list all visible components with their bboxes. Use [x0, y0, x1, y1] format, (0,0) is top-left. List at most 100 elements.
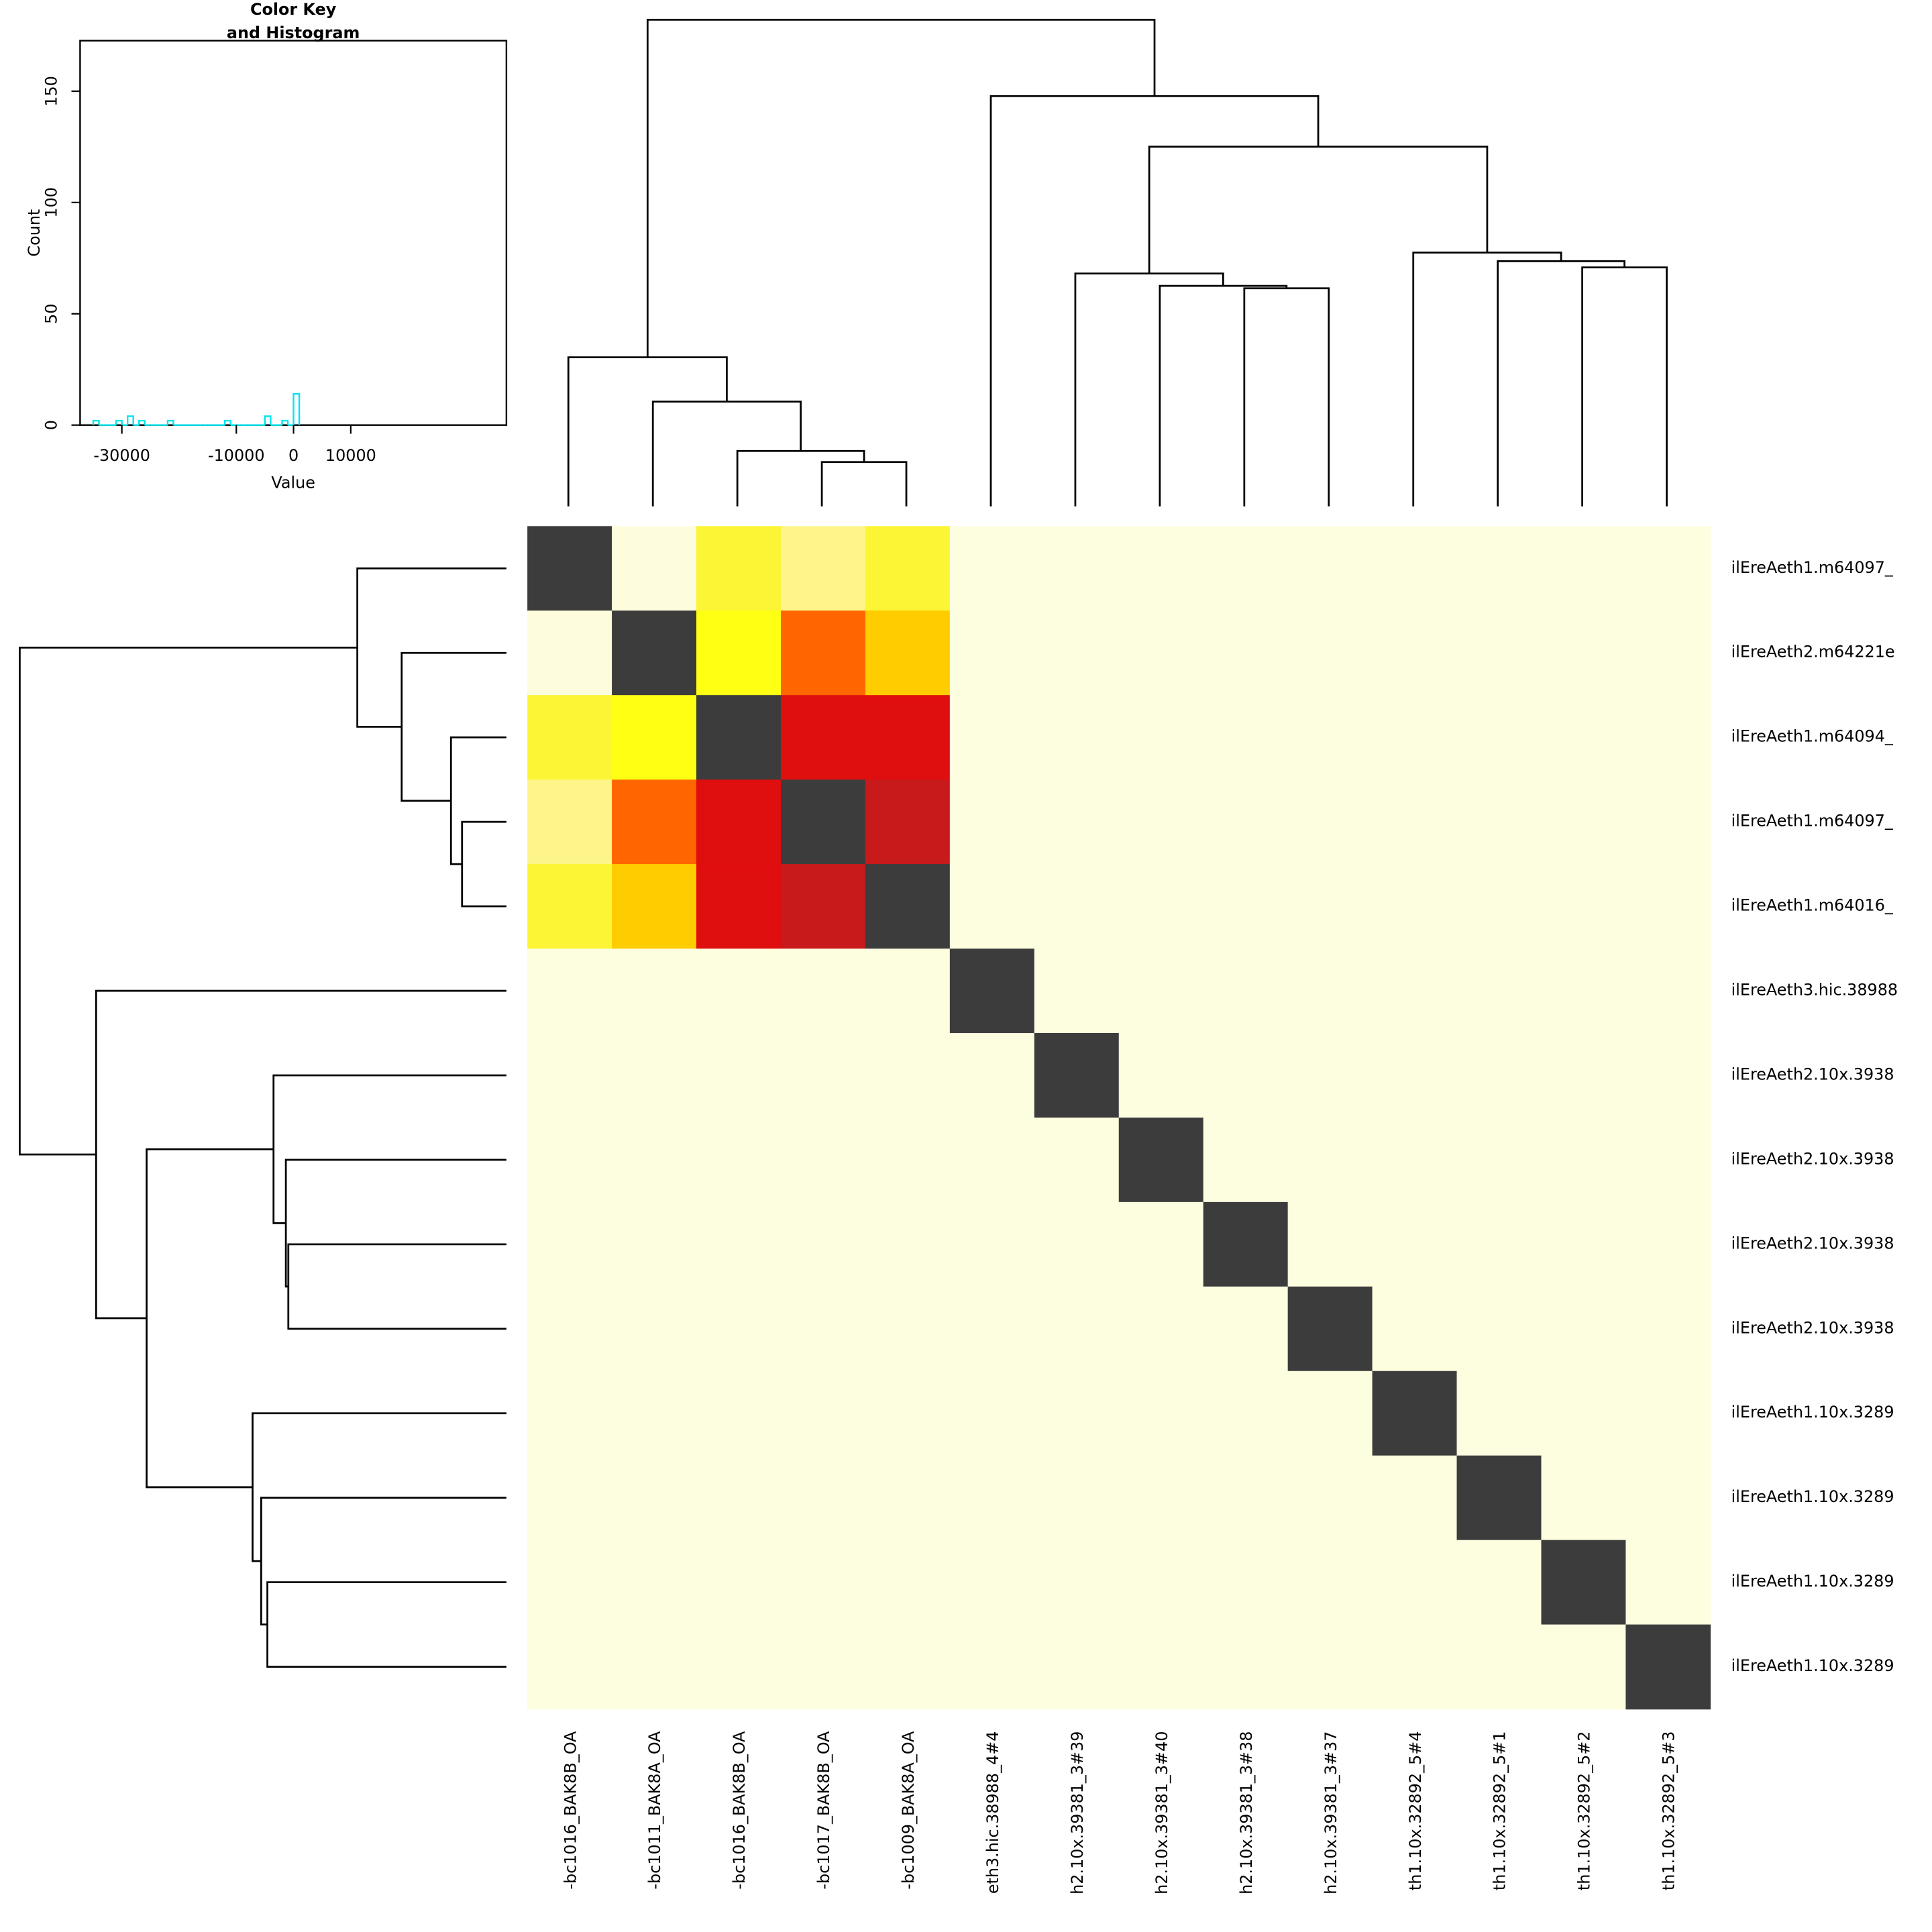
key-title: and Histogram	[227, 23, 360, 42]
na-cell	[1118, 864, 1204, 949]
na-cell	[865, 1032, 951, 1118]
na-cell	[1372, 780, 1458, 865]
na-cell	[1456, 1371, 1542, 1456]
heat-cell	[612, 610, 697, 696]
na-cell	[1625, 1286, 1711, 1372]
na-cell	[1034, 780, 1120, 865]
na-cell	[1203, 1624, 1289, 1710]
na-cell	[1287, 1624, 1373, 1710]
na-cell	[612, 1117, 697, 1203]
row-dendrogram-branch	[19, 646, 358, 1156]
col-label: -bc1009_BAK8A_OA	[899, 1731, 918, 1890]
heat-cell	[865, 864, 951, 949]
na-cell	[527, 1032, 612, 1118]
na-cell	[1456, 1624, 1542, 1710]
na-cell	[780, 1117, 866, 1203]
row-label: ilEreAeth2.m64221e	[1731, 643, 1895, 661]
na-cell	[1118, 1201, 1204, 1287]
na-cell	[1203, 1540, 1289, 1625]
na-cell	[696, 1032, 782, 1118]
col-dendrogram-branch	[651, 400, 802, 506]
heat-cell	[1625, 1624, 1711, 1710]
na-cell	[1203, 526, 1289, 611]
na-cell	[612, 1540, 697, 1625]
na-cell	[1456, 949, 1542, 1034]
na-cell	[1034, 1455, 1120, 1541]
heat-cell	[612, 780, 697, 865]
na-cell	[1625, 864, 1711, 949]
na-cell	[1287, 1032, 1373, 1118]
na-cell	[865, 1286, 951, 1372]
na-cell	[1203, 1455, 1289, 1541]
na-cell	[1625, 526, 1711, 611]
na-cell	[527, 1371, 612, 1456]
key-y-label: Count	[25, 209, 44, 257]
na-cell	[949, 1455, 1035, 1541]
na-cell	[1118, 1032, 1204, 1118]
row-label: ilEreAeth2.10x.3938	[1731, 1149, 1894, 1168]
heat-cell	[780, 526, 866, 611]
row-dendrogram-branch	[284, 1159, 506, 1288]
na-cell	[780, 1624, 866, 1710]
na-cell	[949, 864, 1035, 949]
na-cell	[527, 949, 612, 1034]
x-tick-label: 10000	[325, 446, 376, 465]
heat-cell	[696, 695, 782, 780]
na-cell	[865, 1624, 951, 1710]
heat-cell	[696, 780, 782, 865]
col-dendrogram-branch	[1148, 146, 1489, 274]
na-cell	[780, 1201, 866, 1287]
col-label: th1.10x.32892_5#2	[1575, 1731, 1594, 1891]
col-label: -bc1011_BAK8A_OA	[645, 1731, 664, 1890]
na-cell	[696, 1117, 782, 1203]
col-dendrogram-branch	[1243, 287, 1330, 506]
col-dendrogram-branch	[646, 19, 1156, 358]
na-cell	[1287, 610, 1373, 696]
na-cell	[1203, 1032, 1289, 1118]
heat-cell	[527, 526, 612, 611]
na-cell	[1372, 1201, 1458, 1287]
na-cell	[1287, 1455, 1373, 1541]
na-cell	[949, 1201, 1035, 1287]
na-cell	[1456, 1032, 1542, 1118]
heat-cell	[612, 526, 697, 611]
na-cell	[612, 949, 697, 1034]
na-cell	[1541, 1032, 1627, 1118]
row-label: ilEreAeth2.10x.3938	[1731, 1318, 1894, 1337]
na-cell	[612, 1455, 697, 1541]
na-cell	[1541, 1371, 1627, 1456]
col-label: -bc1016_BAK8B_OA	[561, 1731, 580, 1890]
na-cell	[1287, 526, 1373, 611]
na-cell	[1372, 610, 1458, 696]
na-cell	[1456, 526, 1542, 611]
na-cell	[612, 1032, 697, 1118]
na-cell	[1118, 1286, 1204, 1372]
histogram-bar	[126, 415, 134, 425]
row-label: ilEreAeth2.10x.3938	[1731, 1234, 1894, 1252]
na-cell	[1541, 780, 1627, 865]
na-cell	[949, 1371, 1035, 1456]
heat-cell	[865, 526, 951, 611]
na-cell	[1456, 780, 1542, 865]
na-cell	[1118, 1455, 1204, 1541]
na-cell	[1372, 695, 1458, 780]
heat-cell	[780, 610, 866, 696]
heat-cell	[865, 780, 951, 865]
y-tick-label: 100	[42, 187, 60, 218]
row-label: ilEreAeth1.m64094_	[1731, 727, 1894, 746]
na-cell	[780, 1286, 866, 1372]
na-cell	[1034, 695, 1120, 780]
na-cell	[1034, 1371, 1120, 1456]
na-cell	[1625, 1117, 1711, 1203]
na-cell	[949, 1540, 1035, 1625]
na-cell	[865, 949, 951, 1034]
na-cell	[1625, 1032, 1711, 1118]
col-dendrogram-branch	[1581, 266, 1668, 506]
na-cell	[1287, 1117, 1373, 1203]
heat-cell	[612, 695, 697, 780]
col-dendrogram-branch	[1159, 284, 1288, 506]
na-cell	[1287, 1540, 1373, 1625]
na-cell	[1456, 1286, 1542, 1372]
row-dendrogram-branch	[260, 1497, 506, 1625]
